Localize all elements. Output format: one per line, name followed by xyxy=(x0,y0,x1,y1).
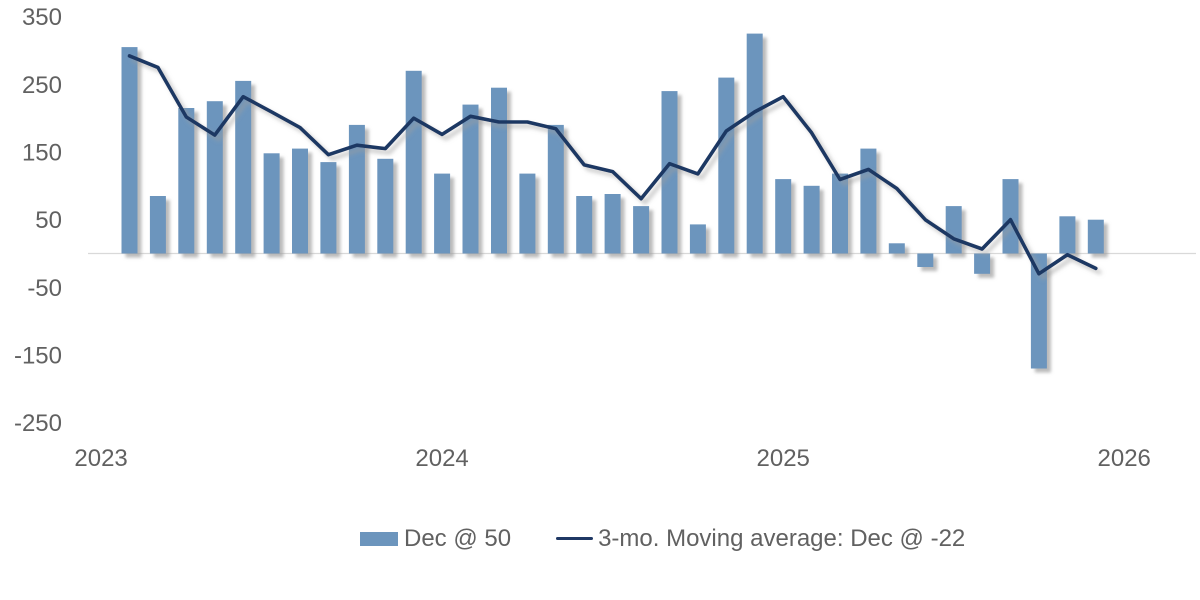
bar-sep-2025 xyxy=(1002,179,1019,254)
moving-average-path xyxy=(127,54,1098,276)
y-tick-label: -250 xyxy=(14,410,62,437)
x-year-label: 2023 xyxy=(74,445,127,472)
bar-jun-2025 xyxy=(917,253,934,267)
bar-jul-2025 xyxy=(945,206,962,254)
bar-oct-2024 xyxy=(689,224,706,254)
bar-nov-2023 xyxy=(377,158,394,254)
bar-may-2023 xyxy=(206,101,223,254)
bar-sep-2023 xyxy=(320,162,337,254)
line-series-swatch xyxy=(556,536,594,541)
bar-dec-2023 xyxy=(405,70,422,254)
bar-aug-2025 xyxy=(974,253,991,274)
bar-dec-2024 xyxy=(746,33,763,254)
bar-sep-2024 xyxy=(661,91,678,254)
bar-jul-2024 xyxy=(604,194,621,254)
bar-jan-2024 xyxy=(434,173,451,254)
bar-feb-2025 xyxy=(803,185,820,254)
y-tick-label: 150 xyxy=(22,140,62,167)
y-tick-label: 350 xyxy=(22,4,62,31)
y-tick-label: -50 xyxy=(27,275,62,302)
line-series-label: 3-mo. Moving average: Dec @ -22 xyxy=(598,525,966,552)
bar-apr-2023 xyxy=(178,108,195,254)
y-axis-tick-labels: 350 250 150 50 -50 -150 -250 xyxy=(14,4,62,437)
bar-mar-2023 xyxy=(149,196,166,254)
bar-jan-2025 xyxy=(775,179,792,254)
bar-apr-2025 xyxy=(860,148,877,254)
legend-item-line: 3-mo. Moving average: Dec @ -22 xyxy=(556,526,965,551)
bar-nov-2025 xyxy=(1059,216,1076,254)
bar-mar-2025 xyxy=(832,173,848,254)
moving-average-line xyxy=(127,54,1098,276)
y-tick-label: -150 xyxy=(14,343,62,370)
bar-jun-2024 xyxy=(576,196,593,254)
legend-item-bars: Dec @ 50 xyxy=(360,526,511,551)
bar-mar-2024 xyxy=(491,87,507,254)
bar-jul-2023 xyxy=(263,153,280,254)
x-year-label: 2025 xyxy=(757,445,810,472)
x-year-label: 2026 xyxy=(1098,445,1151,472)
bar-feb-2024 xyxy=(462,104,479,254)
bar-series-label: Dec @ 50 xyxy=(404,525,512,552)
bar-series xyxy=(121,33,1104,369)
legend: Dec @ 50 3-mo. Moving average: Dec @ -22 xyxy=(360,526,965,551)
y-tick-label: 50 xyxy=(35,207,62,234)
bar-aug-2023 xyxy=(292,148,308,254)
x-year-label: 2024 xyxy=(415,445,468,472)
bar-oct-2025 xyxy=(1030,253,1047,369)
bar-oct-2023 xyxy=(348,124,365,254)
bar-may-2025 xyxy=(888,243,905,254)
bar-apr-2024 xyxy=(519,173,536,254)
y-tick-label: 250 xyxy=(22,72,62,99)
bar-feb-2023 xyxy=(121,47,138,254)
bar-nov-2024 xyxy=(718,77,735,254)
bar-dec-2025 xyxy=(1087,219,1104,254)
x-axis-year-labels: 2023 2024 2025 2026 xyxy=(74,445,1150,472)
bar-may-2024 xyxy=(547,124,564,254)
bar-aug-2024 xyxy=(633,206,650,254)
bar-jun-2023 xyxy=(235,80,252,254)
bar-series-swatch xyxy=(360,531,398,546)
